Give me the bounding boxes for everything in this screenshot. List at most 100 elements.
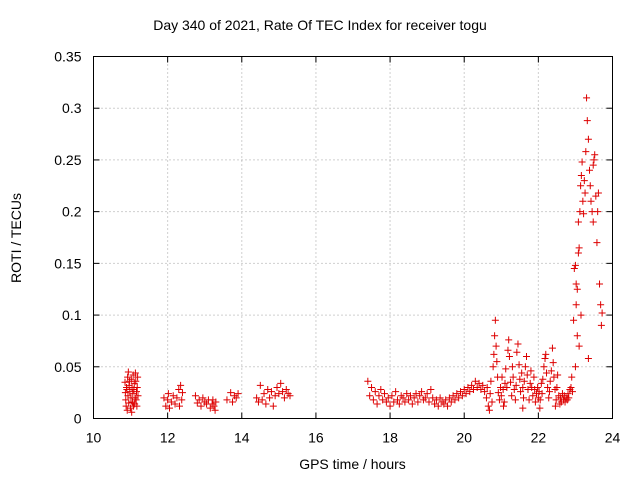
data-point <box>390 398 398 406</box>
data-point <box>515 361 523 369</box>
data-point <box>534 383 542 391</box>
data-point <box>133 383 141 391</box>
data-point <box>227 389 235 397</box>
data-point <box>436 394 444 402</box>
data-point <box>129 390 137 398</box>
data-point <box>500 398 508 406</box>
grid <box>93 56 613 419</box>
data-point <box>210 402 218 410</box>
data-point <box>266 394 274 402</box>
data-point <box>488 398 496 406</box>
data-point <box>405 396 413 404</box>
data-point <box>451 396 459 404</box>
data-point <box>554 371 562 379</box>
data-point <box>386 402 394 410</box>
data-point <box>122 383 130 391</box>
data-point <box>442 396 450 404</box>
data-points <box>121 94 606 416</box>
x-tick-label: 16 <box>308 430 324 446</box>
data-point <box>505 336 513 344</box>
data-point <box>469 386 477 394</box>
data-point <box>578 158 586 166</box>
data-point <box>406 392 414 400</box>
data-point <box>193 399 201 407</box>
data-point <box>491 316 499 324</box>
data-point <box>593 239 601 247</box>
data-point <box>122 396 130 404</box>
x-axis-label: GPS time / hours <box>299 456 406 472</box>
data-point <box>568 373 576 381</box>
data-point <box>124 368 132 376</box>
data-point <box>584 355 592 363</box>
x-tick-label: 24 <box>605 430 621 446</box>
data-point <box>260 390 268 398</box>
data-point <box>178 389 186 397</box>
data-point <box>373 400 381 408</box>
data-point <box>382 398 390 406</box>
data-point <box>519 383 527 391</box>
data-point <box>485 406 493 414</box>
data-point <box>597 301 605 309</box>
data-point <box>258 396 266 404</box>
data-point <box>171 400 179 408</box>
data-point <box>484 402 492 410</box>
data-point <box>573 285 581 293</box>
data-point <box>499 386 507 394</box>
data-point <box>167 398 175 406</box>
data-point <box>542 350 550 358</box>
data-point <box>256 381 264 389</box>
data-point <box>522 352 530 360</box>
data-point <box>518 369 526 377</box>
data-point <box>381 390 389 398</box>
data-point <box>482 394 490 402</box>
data-point <box>206 404 214 412</box>
data-point <box>267 388 275 396</box>
data-point <box>460 386 468 394</box>
data-point <box>508 363 516 371</box>
x-tick-label: 20 <box>456 430 472 446</box>
data-point <box>457 388 465 396</box>
data-point <box>369 396 377 404</box>
data-point <box>423 390 431 398</box>
data-point <box>477 386 485 394</box>
data-point <box>486 390 494 398</box>
data-point <box>165 404 173 412</box>
data-point <box>564 390 572 398</box>
y-tick-label: 0.3 <box>62 100 82 116</box>
data-point <box>577 182 585 190</box>
data-point <box>538 390 546 398</box>
data-point <box>195 396 203 404</box>
data-point <box>432 396 440 404</box>
data-point <box>209 396 217 404</box>
data-point <box>447 398 455 406</box>
data-point <box>388 392 396 400</box>
data-point <box>565 394 573 402</box>
data-point <box>543 369 551 377</box>
data-point <box>490 350 498 358</box>
data-point <box>403 390 411 398</box>
x-tick-label: 18 <box>382 430 398 446</box>
data-point <box>466 388 474 396</box>
data-point <box>589 161 597 169</box>
data-point <box>264 386 272 394</box>
data-point <box>269 402 277 410</box>
data-point <box>421 394 429 402</box>
x-tick-label: 22 <box>531 430 547 446</box>
data-point <box>520 394 528 402</box>
data-point <box>211 406 219 414</box>
data-point <box>444 402 452 410</box>
data-point <box>583 117 591 125</box>
data-point <box>519 404 527 412</box>
data-point <box>497 392 505 400</box>
data-point <box>513 348 521 356</box>
data-point <box>133 402 141 410</box>
data-point <box>132 377 140 385</box>
data-point <box>570 265 578 273</box>
data-point <box>591 151 599 159</box>
data-point <box>597 321 605 329</box>
data-point <box>128 408 136 416</box>
data-point <box>545 388 553 396</box>
data-point <box>453 390 461 398</box>
data-point <box>520 377 528 385</box>
